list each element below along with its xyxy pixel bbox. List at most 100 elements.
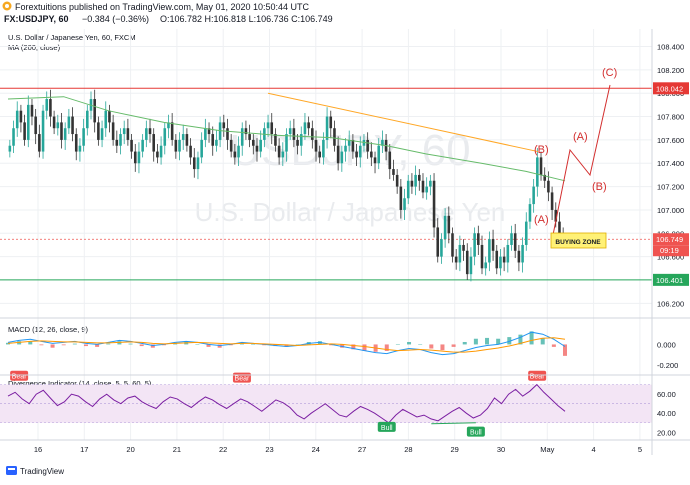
candle-body (111, 122, 115, 140)
candle-body (163, 128, 167, 146)
published-line: Forextuitions published on TradingView.c… (15, 2, 310, 12)
candle-body (377, 145, 381, 164)
candle-body (204, 128, 207, 140)
candle-body (255, 145, 259, 152)
x-tick-label: 21 (173, 445, 181, 454)
candle-body (60, 122, 63, 140)
logo-icon (2, 1, 12, 11)
x-tick-label: 5 (638, 445, 642, 454)
bear-signal-tag (10, 370, 29, 381)
candle-body (196, 157, 200, 170)
macd-histogram-bar (540, 337, 545, 345)
macd-histogram-bar (50, 344, 55, 348)
price-level-label: 106.401 (656, 276, 683, 285)
wave-label-a1: (A) (534, 214, 549, 226)
bear-signal-tag (528, 370, 547, 381)
candle-body (26, 104, 30, 140)
price-level-label: 108.042 (656, 84, 683, 93)
price-level-tag (653, 233, 689, 246)
candle-body (477, 233, 480, 245)
x-tick-label: 30 (497, 445, 505, 454)
macd-histogram-bar (195, 344, 200, 345)
watermark-name: U.S. Dollar / Japanese Yen (195, 197, 506, 227)
candle-body (145, 128, 148, 140)
wave-label-a2: (A) (573, 131, 588, 143)
bull-signal-tag (377, 421, 396, 432)
macd-histogram-bar (251, 344, 256, 345)
candle-body (425, 186, 428, 193)
candle-body (510, 233, 513, 245)
candle-body (517, 250, 521, 263)
candle-body (322, 139, 325, 158)
candle-body (462, 244, 465, 251)
candle-body (491, 239, 495, 251)
candle-body (392, 169, 395, 175)
candle-body (229, 139, 233, 152)
candle-body (252, 139, 255, 146)
divergence-title: Divergence Indicator (14, close, 5, 5, 6… (8, 379, 152, 388)
candle-body (270, 122, 274, 135)
candle-body (311, 128, 314, 140)
candle-body (465, 250, 469, 275)
ma200-line (7, 96, 566, 182)
macd-histogram-bar (39, 344, 44, 346)
macd-histogram-bar (362, 344, 367, 351)
x-tick-label: 28 (404, 445, 412, 454)
macd-line (7, 331, 566, 356)
candle-body (454, 256, 458, 263)
bear-signal-label: Bear (12, 374, 27, 381)
y-tick-label: 107.000 (657, 206, 684, 215)
macd-y-tick-label: 0.000 (657, 340, 676, 349)
rsi-y-tick-label: 60.00 (657, 390, 676, 399)
candle-body (100, 128, 104, 140)
candle-body (97, 122, 100, 140)
candle-body (63, 128, 67, 140)
candle-body (237, 145, 240, 158)
candle-body (373, 157, 377, 164)
rsi-y-tick-label: 40.00 (657, 409, 676, 418)
candle-body (303, 122, 307, 135)
candle-body (8, 145, 12, 152)
candle-body (159, 145, 163, 158)
candle-body (137, 151, 141, 164)
bear-signal-label: Bear (235, 376, 250, 383)
price-level-tag (653, 273, 689, 286)
candle-body (524, 221, 528, 245)
rsi-y-tick-label: 20.00 (657, 428, 676, 437)
candle-body (366, 139, 369, 152)
candle-body (181, 134, 185, 140)
candle-body (74, 134, 78, 152)
candle-body (67, 116, 71, 129)
candle-body (86, 110, 89, 129)
macd-histogram-bar (507, 337, 512, 345)
candle-body (299, 134, 303, 146)
macd-histogram-bar (83, 344, 88, 347)
candle-body (248, 134, 251, 140)
macd-histogram-bar (61, 344, 66, 346)
candle-body (347, 139, 351, 146)
macd-title: MACD (12, 26, close, 9) (8, 325, 89, 334)
price-level-label: 106.749 (656, 235, 683, 244)
projected-wave-path (552, 84, 611, 236)
change-value: −0.384 (−0.36%) (82, 14, 149, 24)
candle-body (399, 186, 403, 210)
candle-body (207, 128, 211, 135)
candle-body (381, 139, 384, 146)
candle-body (52, 116, 56, 129)
footer-brand: TradingView (20, 467, 64, 476)
candle-body (429, 180, 432, 187)
candle-body (528, 204, 532, 222)
candle-body (178, 139, 181, 152)
candle-body (259, 139, 262, 152)
candle-body (521, 244, 524, 263)
candle-body (119, 134, 122, 146)
candle-body (558, 221, 561, 234)
y-tick-label: 106.200 (657, 299, 684, 308)
candle-body (226, 128, 229, 140)
candle-body (133, 151, 137, 164)
candle-body (152, 134, 155, 152)
candle-body (78, 145, 82, 152)
candle-body (436, 227, 440, 257)
macd-histogram-bar (128, 343, 133, 345)
